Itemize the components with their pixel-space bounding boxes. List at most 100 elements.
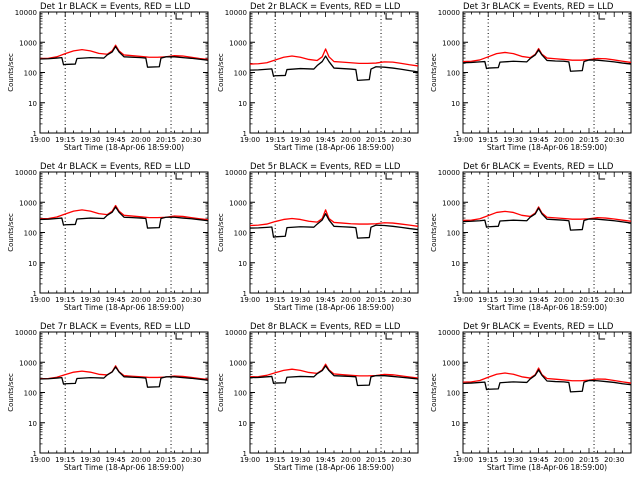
x-tick-label: 19:00	[30, 136, 50, 144]
y-tick-label: 1000	[229, 359, 247, 367]
x-tick-label: 20:30	[391, 296, 411, 304]
event-rate-line	[39, 45, 209, 68]
y-axis-label: Counts/sec	[430, 213, 438, 252]
lld-rate-line	[249, 209, 419, 227]
x-tick-label: 20:15	[366, 456, 386, 464]
y-tick-label: 1000	[442, 39, 460, 47]
legend-bracket	[385, 333, 393, 340]
y-tick-label: 100	[234, 390, 247, 398]
y-tick-label: 10000	[15, 329, 37, 337]
lld-rate-line	[249, 48, 419, 67]
x-tick-label: 20:15	[156, 296, 176, 304]
x-tick-label: 19:15	[478, 456, 498, 464]
y-tick-label: 1000	[19, 39, 37, 47]
x-tick-label: 19:00	[453, 136, 473, 144]
panel-title: Det 1r BLACK = Events, RED = LLD	[40, 2, 191, 12]
x-tick-label: 20:15	[579, 136, 599, 144]
panel-5: Det 5r BLACK = Events, RED = LLD 1 10 100 10…	[217, 162, 419, 312]
y-tick-label: 10	[28, 260, 37, 268]
x-tick-label: 20:30	[181, 456, 201, 464]
x-tick-label: 19:30	[290, 296, 310, 304]
y-tick-label: 100	[447, 70, 460, 78]
x-tick-label: 19:15	[478, 296, 498, 304]
panel-title: Det 6r BLACK = Events, RED = LLD	[463, 162, 614, 172]
y-axis-label: Counts/sec	[217, 373, 225, 412]
x-tick-label: 19:00	[30, 456, 50, 464]
y-tick-label: 1000	[229, 39, 247, 47]
y-tick-label: 10000	[225, 169, 247, 177]
x-axis-label: Start Time (18-Apr-06 18:59:00)	[64, 303, 184, 312]
x-tick-label: 19:15	[265, 136, 285, 144]
x-tick-label: 20:15	[366, 296, 386, 304]
x-tick-label: 19:45	[529, 456, 549, 464]
x-tick-label: 19:30	[290, 136, 310, 144]
panel-title: Det 8r BLACK = Events, RED = LLD	[250, 322, 401, 332]
x-axis-label: Start Time (18-Apr-06 18:59:00)	[487, 463, 607, 472]
x-tick-label: 20:00	[131, 296, 151, 304]
event-rate-line	[39, 366, 209, 388]
x-tick-label: 19:15	[55, 456, 75, 464]
x-tick-label: 20:15	[366, 136, 386, 144]
x-tick-label: 19:00	[240, 456, 260, 464]
event-rate-line	[39, 206, 209, 229]
y-tick-label: 10	[451, 420, 460, 428]
panel-3: Det 3r BLACK = Events, RED = LLD 1 10 100 10…	[430, 2, 632, 152]
y-tick-label: 100	[24, 70, 37, 78]
panel-title: Det 5r BLACK = Events, RED = LLD	[250, 162, 401, 172]
y-tick-label: 10	[451, 100, 460, 108]
y-tick-label: 10000	[438, 329, 460, 337]
x-tick-label: 19:00	[30, 296, 50, 304]
x-tick-label: 19:30	[80, 296, 100, 304]
x-tick-label: 19:15	[478, 136, 498, 144]
y-tick-label: 1	[243, 130, 247, 138]
y-tick-label: 10000	[225, 9, 247, 17]
y-axis-label: Counts/sec	[7, 53, 15, 92]
x-tick-label: 20:30	[181, 136, 201, 144]
panel-6: Det 6r BLACK = Events, RED = LLD 1 10 100 10…	[430, 162, 632, 312]
x-tick-label: 19:45	[316, 296, 336, 304]
y-tick-label: 10000	[15, 9, 37, 17]
x-tick-label: 19:00	[240, 296, 260, 304]
y-tick-label: 1	[243, 450, 247, 458]
panel-9: Det 9r BLACK = Events, RED = LLD 1 10 100 10…	[430, 322, 632, 472]
y-axis-label: Counts/sec	[7, 213, 15, 252]
x-tick-label: 19:15	[265, 456, 285, 464]
x-tick-label: 20:00	[131, 456, 151, 464]
x-tick-label: 20:30	[391, 136, 411, 144]
x-tick-label: 20:00	[554, 296, 574, 304]
x-tick-label: 20:15	[156, 136, 176, 144]
x-tick-label: 19:15	[55, 136, 75, 144]
x-tick-label: 19:30	[503, 136, 523, 144]
x-axis-label: Start Time (18-Apr-06 18:59:00)	[274, 463, 394, 472]
x-tick-label: 20:15	[579, 296, 599, 304]
event-rate-line	[462, 369, 632, 393]
x-tick-label: 20:00	[554, 136, 574, 144]
y-tick-label: 1	[243, 290, 247, 298]
x-tick-label: 20:00	[341, 136, 361, 144]
x-tick-label: 20:30	[181, 296, 201, 304]
y-tick-label: 1000	[442, 199, 460, 207]
legend-bracket	[598, 173, 606, 180]
y-tick-label: 10	[238, 420, 247, 428]
y-tick-label: 1000	[442, 359, 460, 367]
y-tick-label: 10	[238, 100, 247, 108]
x-tick-label: 20:00	[341, 296, 361, 304]
x-tick-label: 20:00	[131, 136, 151, 144]
y-tick-label: 1	[33, 130, 37, 138]
x-tick-label: 19:30	[503, 296, 523, 304]
x-axis-label: Start Time (18-Apr-06 18:59:00)	[274, 303, 394, 312]
x-tick-label: 19:15	[55, 296, 75, 304]
panel-title: Det 2r BLACK = Events, RED = LLD	[250, 2, 401, 12]
x-tick-label: 19:45	[106, 296, 126, 304]
y-axis-label: Counts/sec	[217, 213, 225, 252]
x-tick-label: 20:15	[579, 456, 599, 464]
x-tick-label: 19:00	[240, 136, 260, 144]
y-tick-label: 10	[238, 260, 247, 268]
x-tick-label: 19:45	[316, 456, 336, 464]
event-rate-line	[462, 207, 632, 231]
panel-title: Det 3r BLACK = Events, RED = LLD	[463, 2, 614, 12]
x-tick-label: 19:45	[529, 296, 549, 304]
y-tick-label: 10000	[438, 169, 460, 177]
y-tick-label: 10	[451, 260, 460, 268]
